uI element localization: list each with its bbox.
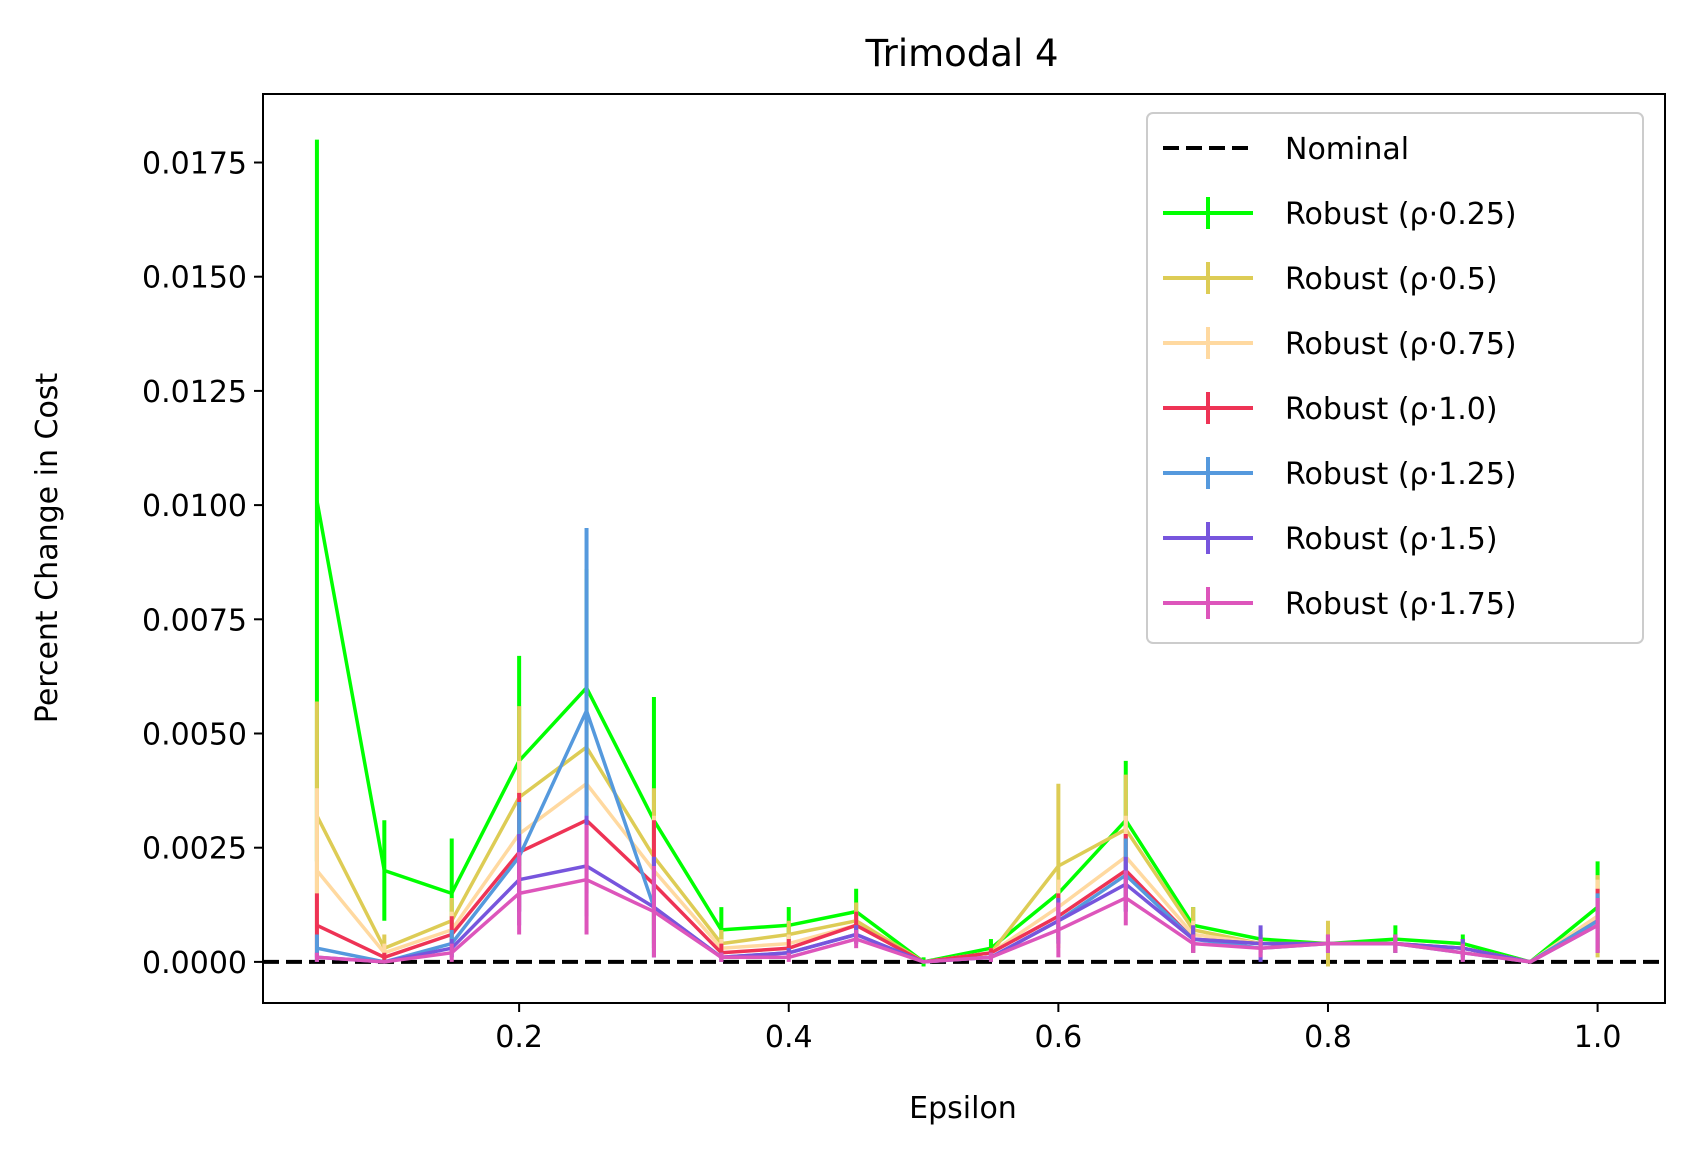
x-tick-label: 0.8 — [1304, 1020, 1352, 1055]
y-axis-title: Percent Change in Cost — [30, 373, 65, 724]
legend-label: Robust (ρ·0.75) — [1285, 327, 1517, 362]
data-point — [1191, 942, 1195, 946]
legend-label: Robust (ρ·0.25) — [1285, 197, 1517, 232]
data-point — [1393, 942, 1397, 946]
data-point — [922, 960, 926, 964]
legend-label: Robust (ρ·0.5) — [1285, 262, 1498, 297]
data-point — [315, 923, 319, 927]
x-tick-label: 0.4 — [765, 1020, 813, 1055]
series-line — [315, 500, 1599, 964]
series-6 — [314, 824, 1600, 964]
data-point — [382, 869, 386, 873]
data-point — [1326, 942, 1330, 946]
y-tick-label: 0.0150 — [142, 261, 247, 296]
y-tick-label: 0.0100 — [142, 489, 247, 524]
y-tick-label: 0.0025 — [142, 832, 247, 867]
data-point — [585, 709, 589, 713]
legend-label: Robust (ρ·1.5) — [1285, 522, 1498, 557]
y-tick-label: 0.0125 — [142, 375, 247, 410]
data-point — [652, 910, 656, 914]
data-point — [315, 946, 319, 950]
x-axis: 0.2 0.4 0.6 0.8 1.0 — [495, 1003, 1621, 1055]
data-point — [854, 937, 858, 941]
y-tick-label: 0.0175 — [142, 147, 247, 182]
data-point — [1259, 946, 1263, 950]
axes-frame — [262, 93, 1666, 1004]
legend-label: Robust (ρ·1.25) — [1285, 457, 1517, 492]
y-axis: 0.0000 0.0025 0.0050 0.0075 0.0100 0.0125 0.01… — [142, 147, 263, 981]
legend-label: Robust (ρ·1.0) — [1285, 392, 1498, 427]
data-point — [450, 951, 454, 955]
x-tick-label: 1.0 — [1574, 1020, 1622, 1055]
data-point — [989, 955, 993, 959]
data-point — [1596, 923, 1600, 927]
y-tick-label: 0.0050 — [142, 717, 247, 752]
data-point — [1056, 928, 1060, 932]
data-point — [382, 960, 386, 964]
legend-label: Nominal — [1285, 132, 1409, 167]
data-point — [719, 955, 723, 959]
data-point — [1124, 896, 1128, 900]
x-axis-title: Epsilon — [909, 1091, 1017, 1126]
y-tick-label: 0.0075 — [142, 603, 247, 638]
data-point — [585, 878, 589, 882]
data-point — [382, 955, 386, 959]
plot-area — [263, 139, 1665, 967]
y-tick-label: 0.0000 — [142, 946, 247, 981]
data-point — [1056, 864, 1060, 868]
legend-box — [1146, 112, 1644, 644]
legend-label: Robust (ρ·1.75) — [1285, 587, 1517, 622]
legend: Nominal Robust (ρ·0.25) Robust (ρ·0.5) Robu… — [1146, 112, 1644, 644]
data-point — [787, 955, 791, 959]
x-tick-label: 0.6 — [1035, 1020, 1083, 1055]
data-point — [315, 869, 319, 873]
data-point — [450, 891, 454, 895]
data-point — [517, 891, 521, 895]
data-point — [1461, 951, 1465, 955]
data-point — [315, 955, 319, 959]
data-point — [315, 499, 319, 503]
series-line — [316, 877, 1599, 964]
x-tick-label: 0.2 — [495, 1020, 543, 1055]
data-point — [1528, 960, 1532, 964]
chart-title: Trimodal 4 — [864, 32, 1058, 75]
